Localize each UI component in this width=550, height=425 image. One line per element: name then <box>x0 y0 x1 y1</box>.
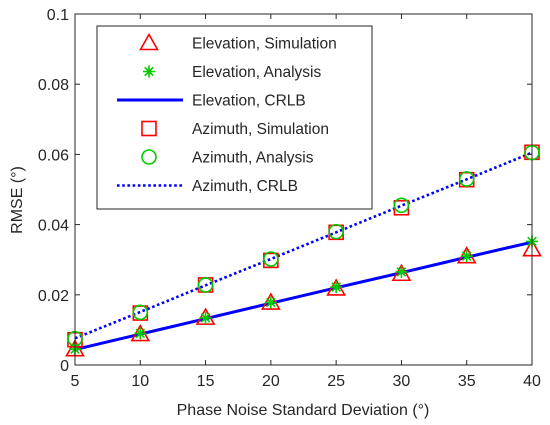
y-tick-label: 0.04 <box>38 218 69 235</box>
data-point-s4-4 <box>328 223 344 240</box>
legend-marker-4 <box>141 149 157 165</box>
x-tick-label: 35 <box>458 373 476 390</box>
x-tick-label: 25 <box>327 373 345 390</box>
x-axis-label: Phase Noise Standard Deviation (°) <box>177 402 430 419</box>
data-point-s1-5 <box>395 265 408 278</box>
series-line-5 <box>74 151 533 340</box>
data-point-s4-6 <box>458 171 475 187</box>
plot-frame <box>74 13 533 366</box>
legend-marker-1 <box>143 65 155 78</box>
legend-marker-3 <box>141 120 157 137</box>
y-tick-label: 0.06 <box>38 147 69 164</box>
x-tick-label: 20 <box>262 373 280 390</box>
axes: 5 10 15 20 25 30 35 40 0 0.02 0.04 0.06 0.08 0.1 <box>38 7 541 390</box>
y-tick-label: 0 <box>60 358 69 375</box>
legend-marker-0 <box>139 32 159 51</box>
x-tick-label: 30 <box>393 373 411 390</box>
data-point-s1-4 <box>330 281 343 294</box>
data-point-s1-3 <box>264 296 277 309</box>
legend-entry-label-0: Elevation, Simulation <box>192 36 337 53</box>
y-tick-label: 0.08 <box>38 77 69 94</box>
data-point-s0-2 <box>195 307 216 325</box>
data-point-s4-2 <box>197 277 214 293</box>
x-tick-label: 15 <box>197 373 215 390</box>
data-point-s0-3 <box>260 292 281 310</box>
legend-entry-label-3: Azimuth, Simulation <box>192 121 329 138</box>
x-tick-label: 10 <box>131 373 149 390</box>
x-tick-label: 5 <box>71 373 80 390</box>
y-tick-label: 0.02 <box>38 288 69 305</box>
legend-entry-label-2: Elevation, CRLB <box>192 93 306 110</box>
legend-box <box>96 25 373 210</box>
data-point-s1-6 <box>460 250 473 263</box>
y-tick-label: 0.1 <box>47 7 69 24</box>
y-axis-label: RMSE (°) <box>9 166 26 234</box>
series-line-2 <box>74 240 533 352</box>
legend-entry-label-1: Elevation, Analysis <box>192 64 321 81</box>
legend-entry-label-4: Azimuth, Analysis <box>192 150 314 167</box>
data-point-s4-1 <box>132 304 149 321</box>
data-point-s4-3 <box>263 251 279 267</box>
x-tick-label: 40 <box>523 373 541 390</box>
data-point-s1-1 <box>134 327 147 340</box>
legend: Elevation, Simulation Elevation, Analysis… <box>96 25 373 210</box>
data-point-s1-2 <box>199 311 212 324</box>
data-point-s4-5 <box>393 197 410 214</box>
data-point-s0-6 <box>456 246 477 264</box>
legend-entry-label-5: Azimuth, CRLB <box>192 178 298 195</box>
